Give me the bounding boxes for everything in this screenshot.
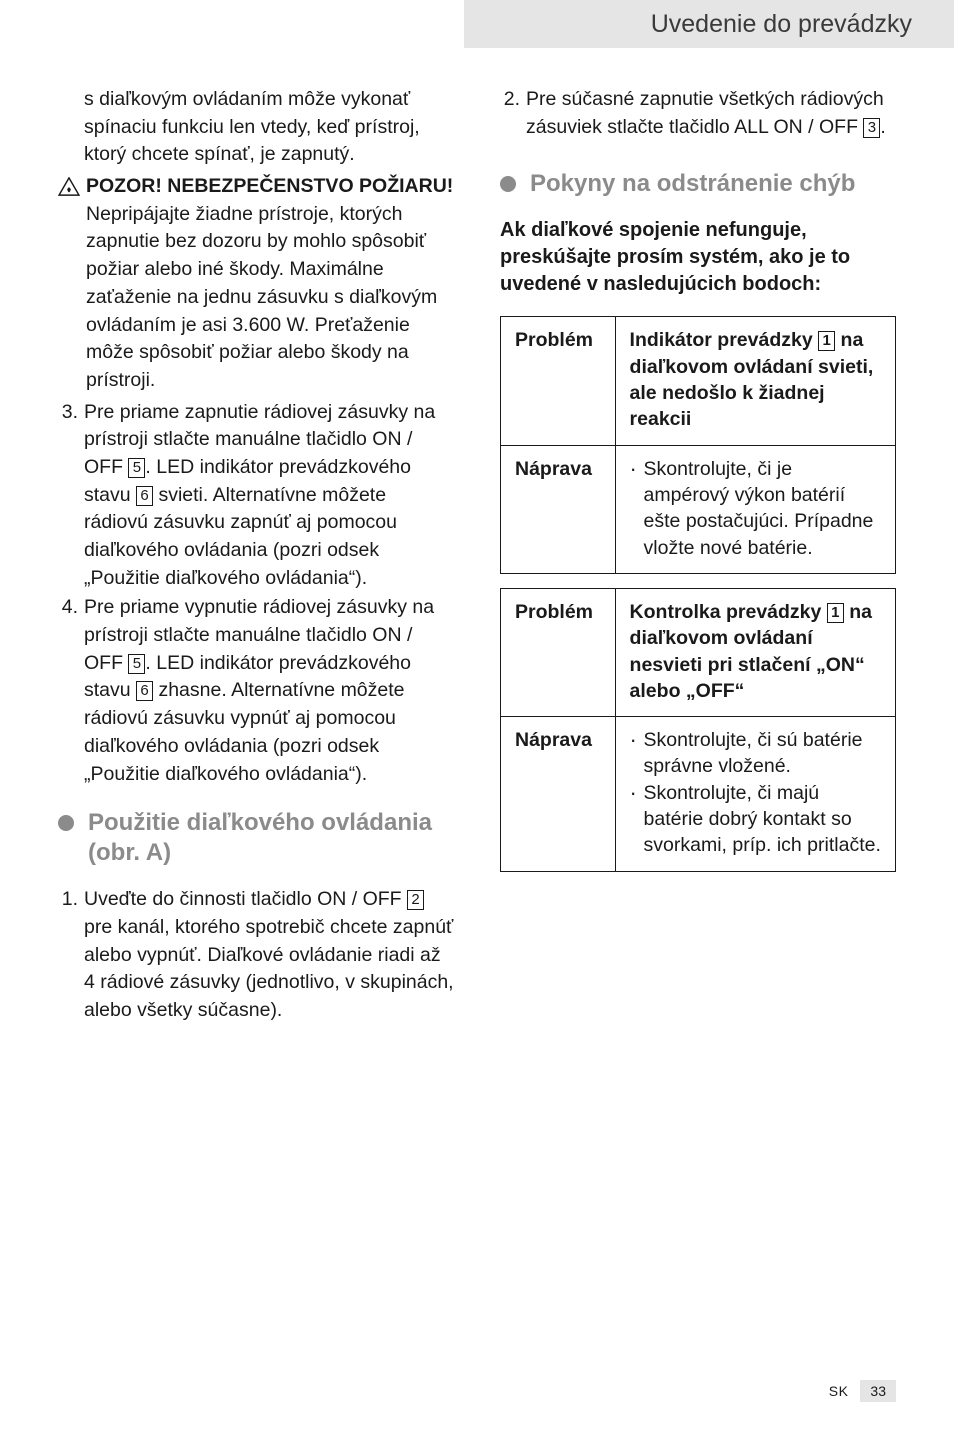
list-item-1: 1. Uveďte do činnosti tlačidlo ON / OFF … [58, 886, 454, 1024]
list-number: 1. [58, 886, 84, 1024]
text-fragment: Uveďte do činnosti tlačidlo ON / OFF [84, 888, 407, 910]
list-body: Pre súčasné zapnutie všetkých rádiových … [526, 86, 896, 141]
reference-number-box: 1 [818, 331, 835, 351]
header-bar: Uvedenie do prevádzky [464, 0, 954, 48]
text-fragment: Kontrolka prevádzky [630, 601, 827, 623]
right-column: 2. Pre súčasné zapnutie všetkých rádiový… [500, 86, 896, 1027]
bullet-item: Skontrolujte, či sú batérie správne vlož… [630, 727, 883, 780]
troubleshoot-table-1: Problém Indikátor prevádzky 1 na diaľkov… [500, 316, 896, 574]
section-heading-b: Pokyny na odstránenie chýb [500, 169, 896, 199]
list-item-2: 2. Pre súčasné zapnutie všetkých rádiový… [500, 86, 896, 141]
section-title: Použitie diaľkového ovládania (obr. A) [88, 808, 454, 868]
troubleshoot-table-2: Problém Kontrolka prevádzky 1 na diaľkov… [500, 588, 896, 872]
table-cell-value: Skontrolujte, či je ampérový výkon batér… [615, 445, 895, 573]
table-row: Náprava Skontrolujte, či sú batérie sprá… [501, 717, 896, 872]
warning-heading: POZOR! NEBEZPEČENSTVO POŽIARU! [86, 175, 453, 197]
list-number: 4. [58, 594, 84, 788]
list-number: 2. [500, 86, 526, 141]
table-cell-label: Náprava [501, 717, 616, 872]
text-fragment: . [880, 116, 885, 138]
reference-number-box: 5 [128, 654, 145, 674]
list-item-4: 4. Pre priame vypnutie rádiovej zásuvky … [58, 594, 454, 788]
left-column: s diaľkovým ovládaním môže vykonať spína… [58, 86, 454, 1027]
bullet-item: Skontrolujte, či majú batérie dobrý kont… [630, 780, 883, 859]
list-body: Pre priame zapnutie rádiovej zásuvky na … [84, 399, 454, 593]
table-header-description: Kontrolka prevádzky 1 na diaľkovom ovlád… [615, 588, 895, 716]
table-row: Problém Kontrolka prevádzky 1 na diaľkov… [501, 588, 896, 716]
text-fragment: Pre súčasné zapnutie všetkých rádiových … [526, 88, 884, 138]
reference-number-box: 5 [128, 458, 145, 478]
table-header-description: Indikátor prevádzky 1 na diaľkovom ovlád… [615, 317, 895, 445]
page-footer: SK 33 [829, 1380, 896, 1402]
table-header-problem: Problém [501, 588, 616, 716]
bullet-item: Skontrolujte, či je ampérový výkon batér… [630, 456, 883, 561]
list-body: Uveďte do činnosti tlačidlo ON / OFF 2 p… [84, 886, 454, 1024]
reference-number-box: 2 [407, 890, 424, 910]
intro-paragraph: s diaľkovým ovládaním môže vykonať spína… [58, 86, 454, 169]
content-area: s diaľkovým ovládaním môže vykonať spína… [58, 86, 896, 1027]
table-cell-label: Náprava [501, 445, 616, 573]
footer-page-number: 33 [860, 1380, 896, 1402]
table-cell-value: Skontrolujte, či sú batérie správne vlož… [615, 717, 895, 872]
text-fragment: Indikátor prevádzky [630, 329, 819, 351]
list-body: Pre priame vypnutie rádiovej zásuvky na … [84, 594, 454, 788]
troubleshoot-intro: Ak diaľkové spojenie nefunguje, preskúša… [500, 217, 896, 298]
warning-text: POZOR! NEBEZPEČENSTVO POŽIARU! Nepripája… [86, 173, 454, 395]
table-header-problem: Problém [501, 317, 616, 445]
reference-number-box: 3 [863, 118, 880, 138]
section-heading-a: Použitie diaľkového ovládania (obr. A) [58, 808, 454, 868]
table-row: Problém Indikátor prevádzky 1 na diaľkov… [501, 317, 896, 445]
text-fragment: pre kanál, ktorého spotrebič chcete zapn… [84, 916, 454, 1021]
warning-triangle-icon [58, 177, 80, 196]
warning-body: Nepripájajte žiadne prístroje, ktorých z… [86, 203, 437, 391]
list-item-3: 3. Pre priame zapnutie rádiovej zásuvky … [58, 399, 454, 593]
list-number: 3. [58, 399, 84, 593]
section-title: Pokyny na odstránenie chýb [530, 169, 896, 199]
page-title: Uvedenie do prevádzky [651, 10, 912, 39]
warning-block: POZOR! NEBEZPEČENSTVO POŽIARU! Nepripája… [58, 173, 454, 399]
reference-number-box: 6 [136, 681, 153, 701]
footer-language: SK [829, 1383, 849, 1399]
reference-number-box: 1 [827, 603, 844, 623]
reference-number-box: 6 [136, 486, 153, 506]
table-row: Náprava Skontrolujte, či je ampérový výk… [501, 445, 896, 573]
